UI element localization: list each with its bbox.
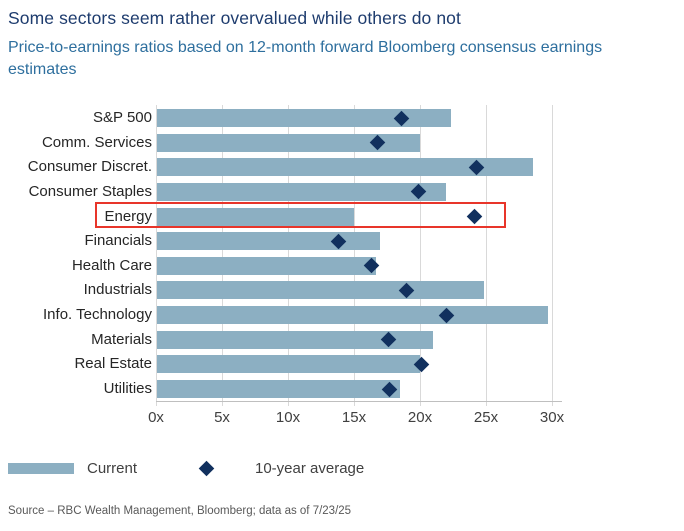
row-label-real-estate: Real Estate <box>74 355 152 373</box>
row-label-materials: Materials <box>91 330 152 348</box>
x-axis-tick-label: 0x <box>148 409 164 426</box>
x-axis-tick-label: 15x <box>341 409 367 426</box>
bar-current <box>157 232 381 251</box>
bar-current <box>157 355 420 374</box>
bar-current <box>157 281 485 300</box>
row-label-energy: Energy <box>104 207 152 225</box>
x-gridline <box>486 105 487 406</box>
x-axis-line <box>156 401 562 402</box>
x-axis-tick-label: 20x <box>407 409 433 426</box>
x-axis-tick-label: 25x <box>473 409 499 426</box>
legend: Current 10-year average <box>0 455 684 485</box>
legend-average-diamond-icon <box>198 460 215 477</box>
chart-title: Some sectors seem rather overvalued whil… <box>8 8 461 28</box>
bar-current <box>157 182 447 201</box>
x-gridline <box>156 105 157 406</box>
row-label-consumer-staples: Consumer Staples <box>28 182 152 200</box>
legend-average-label: 10-year average <box>255 460 365 477</box>
row-label-comm-services: Comm. Services <box>41 133 152 151</box>
x-gridline <box>420 105 421 406</box>
bar-current <box>157 330 433 349</box>
chart-subtitle: Price-to-earnings ratios based on 12-mon… <box>8 39 603 78</box>
row-label-utilities: Utilities <box>103 380 152 398</box>
x-gridline <box>222 105 223 406</box>
x-gridline <box>288 105 289 406</box>
bar-current <box>157 207 354 226</box>
row-label-industrials: Industrials <box>83 281 152 299</box>
bar-current <box>157 306 548 325</box>
highlight-box-energy <box>95 201 506 228</box>
x-axis-tick-label: 30x <box>539 409 565 426</box>
x-axis-tick-label: 5x <box>214 409 230 426</box>
row-label-financials: Financials <box>84 232 152 250</box>
bar-current <box>157 380 400 399</box>
row-label-s-p-500: S&P 500 <box>93 109 152 126</box>
legend-current-swatch <box>8 463 74 474</box>
row-label-health-care: Health Care <box>71 256 152 274</box>
source-note: Source – RBC Wealth Management, Bloomber… <box>8 505 352 517</box>
legend-current-label: Current <box>87 460 138 477</box>
bar-current <box>157 256 377 275</box>
bar-current <box>157 158 534 177</box>
x-axis-tick-label: 10x <box>275 409 301 426</box>
bar-current <box>157 133 420 152</box>
x-gridline <box>552 105 553 406</box>
x-gridline <box>354 105 355 406</box>
row-label-consumer-discret-: Consumer Discret. <box>27 158 152 176</box>
bar-current <box>157 109 452 127</box>
row-label-info-technology: Info. Technology <box>43 306 152 324</box>
